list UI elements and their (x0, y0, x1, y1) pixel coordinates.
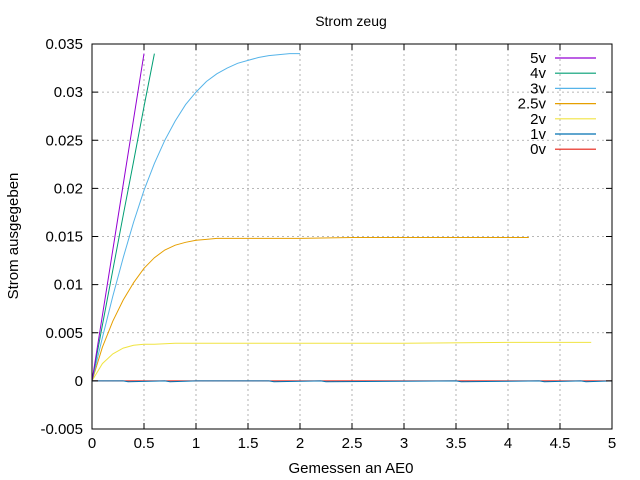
y-tick-label: 0.025 (45, 132, 83, 149)
x-tick-label: 4 (504, 435, 512, 452)
x-tick-label: 0.5 (134, 435, 155, 452)
legend-label-3v: 3v (530, 80, 546, 97)
series-line-2v (91, 341, 592, 382)
series-line-2.5v (91, 237, 529, 382)
y-tick-label: 0 (75, 373, 83, 390)
legend-label-2v: 2v (530, 111, 546, 128)
y-tick-label: 0.035 (45, 36, 83, 53)
series-line-4v (91, 53, 155, 381)
x-tick-label: 3.5 (446, 435, 467, 452)
y-axis-label: Strom ausgegeben (5, 173, 22, 300)
x-tick-label: 0 (88, 435, 96, 452)
y-tick-label: 0.02 (54, 180, 83, 197)
series-line-1v (92, 380, 613, 383)
y-tick-label: 0.01 (54, 277, 83, 294)
y-tick-label: 0.005 (45, 325, 83, 342)
series-line-3v (91, 53, 300, 382)
x-tick-label: 1.5 (238, 435, 259, 452)
series-lines (91, 53, 613, 383)
x-tick-label: 2 (296, 435, 304, 452)
legend-label-2.5v: 2.5v (518, 96, 547, 113)
chart-title: Strom zeug (315, 13, 387, 29)
y-tick-label: 0.03 (54, 84, 83, 101)
series-line-5v (91, 53, 145, 381)
y-tick-label: -0.005 (40, 421, 83, 438)
legend-label-0v: 0v (530, 141, 546, 158)
legend-label-5v: 5v (530, 50, 546, 67)
legend-label-4v: 4v (530, 65, 546, 82)
x-tick-label: 2.5 (342, 435, 363, 452)
axis-ticks: 0 0.5 1 1.5 2 2.5 3 3.5 4 4.5 5 -0.005 0 0.005 0.01 0.0… (40, 36, 616, 452)
x-axis-label: Gemessen an AE0 (288, 460, 413, 477)
x-tick-label: 4.5 (550, 435, 571, 452)
y-tick-label: 0.015 (45, 229, 83, 246)
x-tick-label: 3 (400, 435, 408, 452)
x-tick-label: 1 (192, 435, 200, 452)
x-tick-label: 5 (608, 435, 616, 452)
legend-label-1v: 1v (530, 126, 546, 143)
